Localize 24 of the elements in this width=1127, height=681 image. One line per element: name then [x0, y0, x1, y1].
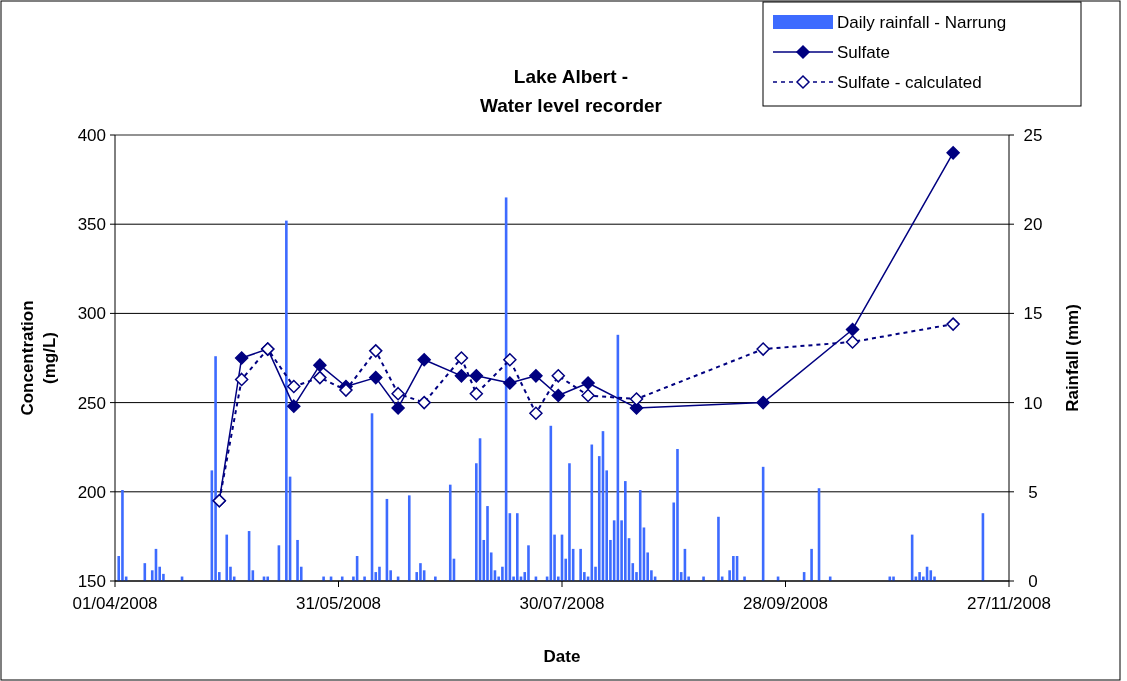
x-axis-title: Date — [543, 647, 581, 666]
y-tick-label: 350 — [77, 215, 106, 235]
chart-title: Lake Albert - Water level recorder — [480, 66, 663, 116]
y-tick-label: 300 — [77, 304, 106, 324]
x-tick-label: 27/11/2008 — [967, 594, 1051, 613]
y2-tick-label: 20 — [1023, 215, 1043, 235]
y-tick-label: 400 — [77, 125, 106, 145]
legend-label: Daily rainfall - Narrung — [837, 12, 1007, 32]
y-tick-label: 150 — [77, 571, 106, 591]
y2-axis-title: Rainfall (mm) — [1063, 304, 1082, 412]
y2-tick-label: 0 — [1028, 571, 1038, 591]
y-axis-title: Concentration (mg/L) — [18, 300, 59, 416]
x-tick-label: 31/05/2008 — [295, 594, 382, 613]
y2-tick-label: 25 — [1023, 125, 1043, 145]
x-tick-label: 01/04/2008 — [72, 594, 158, 613]
x-tick-label: 28/09/2008 — [742, 594, 829, 613]
y-tick-label: 250 — [77, 393, 106, 413]
y2-tick-label: 15 — [1023, 304, 1043, 324]
legend-label: Sulfate — [837, 42, 890, 62]
x-tick-label: 30/07/2008 — [519, 594, 605, 613]
legend-label: Sulfate - calculated — [837, 72, 982, 92]
y-tick-label: 200 — [77, 482, 106, 502]
y2-tick-label: 10 — [1023, 393, 1043, 413]
y2-tick-label: 5 — [1028, 482, 1038, 502]
